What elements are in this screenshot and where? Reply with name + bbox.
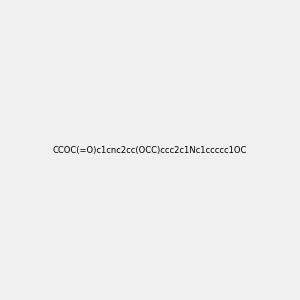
Text: CCOC(=O)c1cnc2cc(OCC)ccc2c1Nc1ccccc1OC: CCOC(=O)c1cnc2cc(OCC)ccc2c1Nc1ccccc1OC (53, 146, 247, 154)
